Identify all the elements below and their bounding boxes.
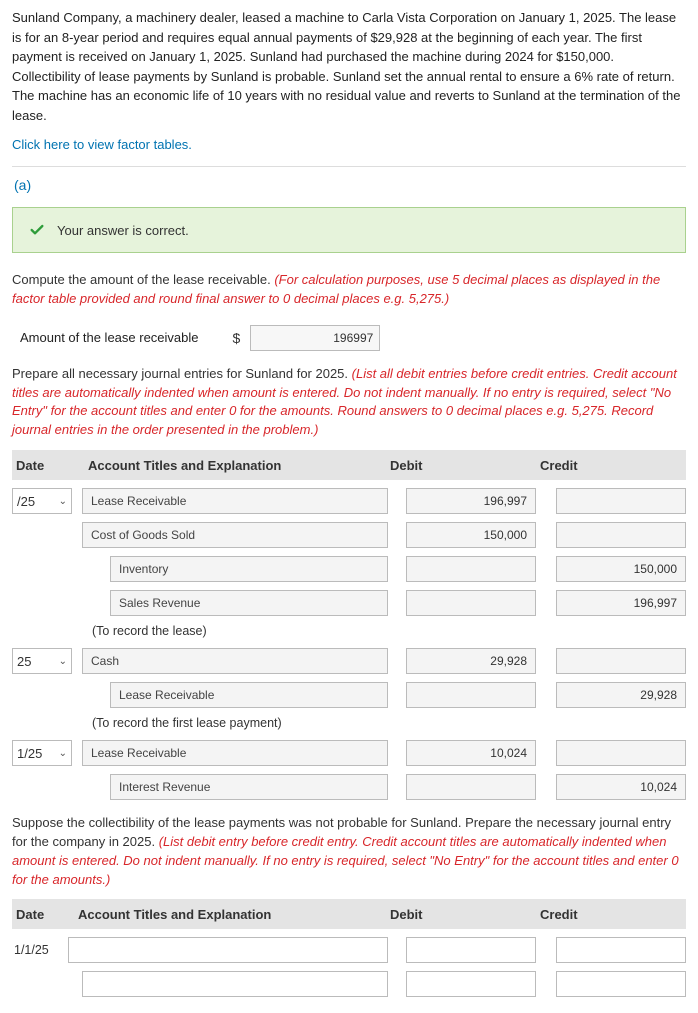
debit-input[interactable] — [406, 682, 536, 708]
account-select[interactable]: Lease Receivable — [82, 740, 388, 766]
correct-banner: Your answer is correct. — [12, 207, 686, 253]
account-select[interactable]: Lease Receivable — [82, 488, 388, 514]
amount-label: Amount of the lease receivable — [20, 330, 199, 345]
caption-first-payment: (To record the first lease payment) — [92, 716, 686, 730]
caption-record-lease: (To record the lease) — [92, 624, 686, 638]
credit-input[interactable] — [556, 648, 686, 674]
journal-row: Cost of Goods Sold 150,000 — [12, 522, 686, 548]
chevron-down-icon: ⌄ — [59, 748, 67, 759]
header2-date: Date — [12, 907, 72, 922]
debit-input[interactable] — [406, 590, 536, 616]
debit-input[interactable] — [406, 971, 536, 997]
credit-input[interactable] — [556, 937, 686, 963]
account-select[interactable] — [68, 937, 388, 963]
header-date: Date — [12, 458, 82, 473]
header2-debit: Debit — [386, 907, 536, 922]
currency-symbol: $ — [233, 330, 241, 346]
credit-input[interactable]: 150,000 — [556, 556, 686, 582]
date-empty — [12, 590, 72, 616]
debit-input[interactable] — [406, 774, 536, 800]
header2-acct: Account Titles and Explanation — [72, 907, 386, 922]
account-select[interactable]: Interest Revenue — [110, 774, 388, 800]
account-select[interactable]: Cost of Goods Sold — [82, 522, 388, 548]
chevron-down-icon: ⌄ — [59, 656, 67, 667]
date-empty — [12, 522, 72, 548]
date-select[interactable]: 1/25 ⌄ — [12, 740, 72, 766]
date-value: 1/25 — [17, 746, 42, 761]
factor-tables-link[interactable]: Click here to view factor tables. — [12, 137, 192, 152]
journal-header: Date Account Titles and Explanation Debi… — [12, 450, 686, 480]
header-credit: Credit — [536, 458, 686, 473]
compute-instruction: Compute the amount of the lease receivab… — [12, 271, 686, 309]
lease-receivable-input[interactable] — [250, 325, 380, 351]
chevron-down-icon: ⌄ — [59, 496, 67, 507]
account-select[interactable] — [82, 971, 388, 997]
journal-row: Lease Receivable 29,928 — [12, 682, 686, 708]
credit-input[interactable]: 10,024 — [556, 774, 686, 800]
account-select[interactable]: Lease Receivable — [110, 682, 388, 708]
debit-input[interactable]: 196,997 — [406, 488, 536, 514]
date-select[interactable]: 25 ⌄ — [12, 648, 72, 674]
debit-input[interactable] — [406, 556, 536, 582]
debit-input[interactable]: 29,928 — [406, 648, 536, 674]
journal-row: Interest Revenue 10,024 — [12, 774, 686, 800]
suppose-instruction: Suppose the collectibility of the lease … — [12, 814, 686, 889]
compute-prefix: Compute the amount of the lease receivab… — [12, 272, 274, 287]
credit-input[interactable] — [556, 488, 686, 514]
prepare-prefix: Prepare all necessary journal entries fo… — [12, 366, 352, 381]
date-select[interactable]: /25 ⌄ — [12, 488, 72, 514]
header-debit: Debit — [386, 458, 536, 473]
journal-row: 25 ⌄ Cash 29,928 — [12, 648, 686, 674]
credit-input[interactable] — [556, 740, 686, 766]
date-label: 1/1/25 — [12, 943, 68, 957]
debit-input[interactable] — [406, 937, 536, 963]
credit-input[interactable] — [556, 522, 686, 548]
account-select[interactable]: Sales Revenue — [110, 590, 388, 616]
date-empty — [12, 556, 72, 582]
header2-credit: Credit — [536, 907, 686, 922]
journal-row: 1/25 ⌄ Lease Receivable 10,024 — [12, 740, 686, 766]
correct-text: Your answer is correct. — [57, 223, 189, 238]
part-a-label: (a) — [14, 177, 686, 193]
debit-input[interactable]: 10,024 — [406, 740, 536, 766]
journal-row — [12, 971, 686, 997]
journal-row: 1/1/25 — [12, 937, 686, 963]
credit-input[interactable]: 29,928 — [556, 682, 686, 708]
amount-row: Amount of the lease receivable $ — [20, 325, 686, 351]
account-select[interactable]: Inventory — [110, 556, 388, 582]
date-empty — [12, 682, 72, 708]
date-empty — [12, 774, 72, 800]
date-value: 25 — [17, 654, 31, 669]
date-value: /25 — [17, 494, 35, 509]
debit-input[interactable]: 150,000 — [406, 522, 536, 548]
divider — [12, 166, 686, 167]
header-acct: Account Titles and Explanation — [82, 458, 386, 473]
problem-intro: Sunland Company, a machinery dealer, lea… — [12, 8, 686, 125]
journal-body-2: 1/1/25 — [12, 937, 686, 997]
journal-body: /25 ⌄ Lease Receivable 196,997 Cost of Goods… — [12, 488, 686, 800]
journal-header-2: Date Account Titles and Explanation Debi… — [12, 899, 686, 929]
journal-row: Sales Revenue 196,997 — [12, 590, 686, 616]
journal-row: Inventory 150,000 — [12, 556, 686, 582]
journal-row: /25 ⌄ Lease Receivable 196,997 — [12, 488, 686, 514]
check-icon — [29, 222, 45, 238]
account-select[interactable]: Cash — [82, 648, 388, 674]
credit-input[interactable] — [556, 971, 686, 997]
prepare-instruction: Prepare all necessary journal entries fo… — [12, 365, 686, 440]
credit-input[interactable]: 196,997 — [556, 590, 686, 616]
